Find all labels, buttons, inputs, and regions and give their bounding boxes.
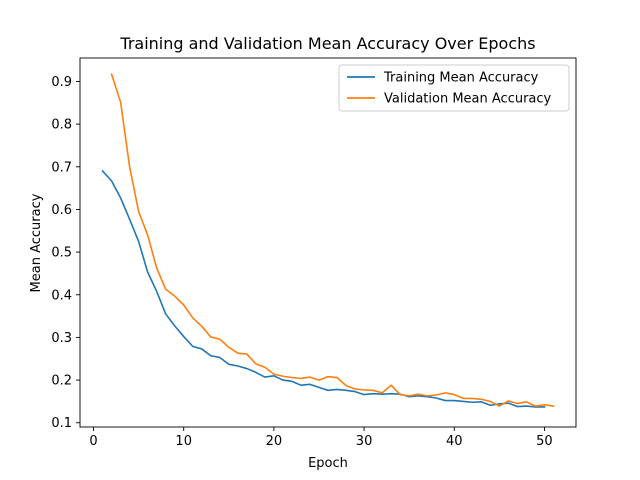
legend-box bbox=[338, 64, 570, 112]
x-tick-label: 0 bbox=[89, 434, 97, 449]
y-tick-label: 0.1 bbox=[51, 416, 72, 431]
y-tick-label: 0.8 bbox=[51, 118, 72, 133]
series-line-1 bbox=[110, 73, 555, 408]
legend: Training Mean Accuracy Validation Mean Ac… bbox=[338, 64, 570, 112]
axes-frame bbox=[79, 57, 577, 428]
x-tick-label: 50 bbox=[536, 434, 553, 449]
y-tick-label: 0.6 bbox=[51, 203, 72, 218]
x-tick-label: 40 bbox=[446, 434, 463, 449]
x-axis-label: Epoch bbox=[308, 456, 348, 471]
x-tick-label: 20 bbox=[266, 434, 283, 449]
x-tick-label: 10 bbox=[175, 434, 192, 449]
chart-title: Training and Validation Mean Accuracy Ov… bbox=[119, 34, 535, 53]
legend-label-0: Training Mean Accuracy bbox=[383, 71, 539, 86]
y-tick-label: 0.4 bbox=[51, 288, 72, 303]
y-tick-label: 0.5 bbox=[51, 246, 72, 261]
y-tick-label: 0.9 bbox=[51, 75, 72, 90]
plot-area: 0 10 20 30 40 50 0.1 0.2 0.3 0.4 0.5 0.6 0.7 0.8 0.9 bbox=[51, 57, 577, 449]
y-tick-label: 0.3 bbox=[51, 331, 72, 346]
y-axis-label: Mean Accuracy bbox=[29, 193, 44, 292]
y-tick-label: 0.2 bbox=[51, 374, 72, 389]
series-line-0 bbox=[101, 169, 546, 408]
x-tick-label: 30 bbox=[356, 434, 373, 449]
y-tick-label: 0.7 bbox=[51, 160, 72, 175]
legend-label-1: Validation Mean Accuracy bbox=[384, 92, 552, 107]
